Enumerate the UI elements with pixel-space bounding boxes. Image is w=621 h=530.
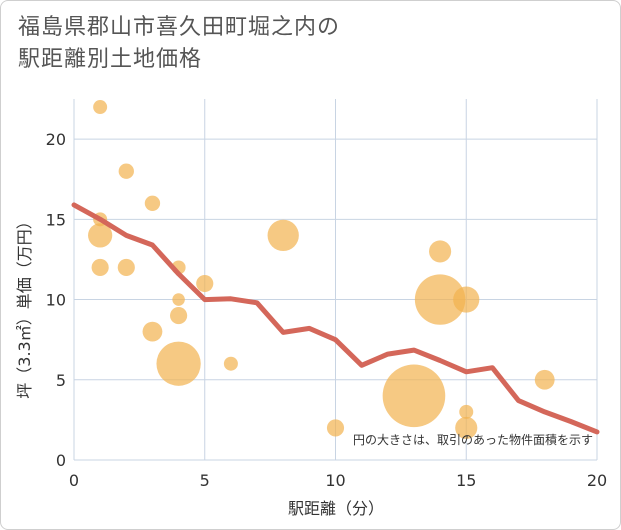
y-tick-label: 10 — [46, 291, 66, 310]
y-tick-label: 20 — [46, 130, 66, 149]
x-tick-label: 15 — [456, 471, 476, 490]
trend-layer — [71, 202, 600, 435]
data-bubble — [93, 100, 108, 115]
data-bubble — [459, 404, 474, 419]
y-tick-label: 15 — [46, 210, 66, 229]
y-axis-label: 坪（3.3㎡）単価（万円） — [15, 213, 34, 398]
x-tick-label: 0 — [69, 471, 79, 490]
chart-title-line1: 福島県郡山市喜久田町堀之内の — [18, 15, 341, 40]
x-tick-label: 20 — [587, 471, 607, 490]
data-bubble — [267, 219, 299, 252]
data-bubble — [453, 286, 480, 313]
size-note: 円の大きさは、取引のあった物件面積を示す — [353, 432, 593, 447]
data-bubble — [142, 321, 163, 342]
data-bubble — [156, 341, 201, 386]
data-bubble — [91, 258, 109, 277]
data-bubble — [170, 307, 188, 325]
data-bubble — [223, 356, 238, 371]
data-bubble — [172, 293, 185, 306]
data-bubble — [118, 163, 134, 179]
x-tick-label: 10 — [325, 471, 345, 490]
grid — [73, 99, 598, 461]
chart-title-line2: 駅距離別土地価格 — [18, 47, 203, 72]
data-bubble — [144, 195, 161, 211]
data-bubble — [455, 416, 478, 439]
data-bubble — [196, 274, 214, 293]
chart-title: 福島県郡山市喜久田町堀之内の 駅距離別土地価格 — [18, 12, 538, 76]
y-tick-label: 0 — [56, 451, 66, 470]
data-bubble — [117, 258, 135, 277]
y-tick-label: 5 — [56, 371, 66, 390]
data-bubble — [382, 364, 446, 428]
data-bubble — [534, 369, 555, 390]
x-tick-label: 5 — [200, 471, 210, 490]
data-bubble — [88, 223, 113, 248]
tick-layer: 0 5 10 15 20 0 5 10 15 20 — [46, 130, 608, 490]
data-bubble — [326, 419, 345, 437]
data-bubble — [429, 240, 452, 263]
trend-line — [71, 202, 600, 435]
bubble-layer — [88, 100, 555, 439]
data-bubble — [414, 274, 466, 325]
x-axis-label: 駅距離（分） — [288, 499, 384, 518]
